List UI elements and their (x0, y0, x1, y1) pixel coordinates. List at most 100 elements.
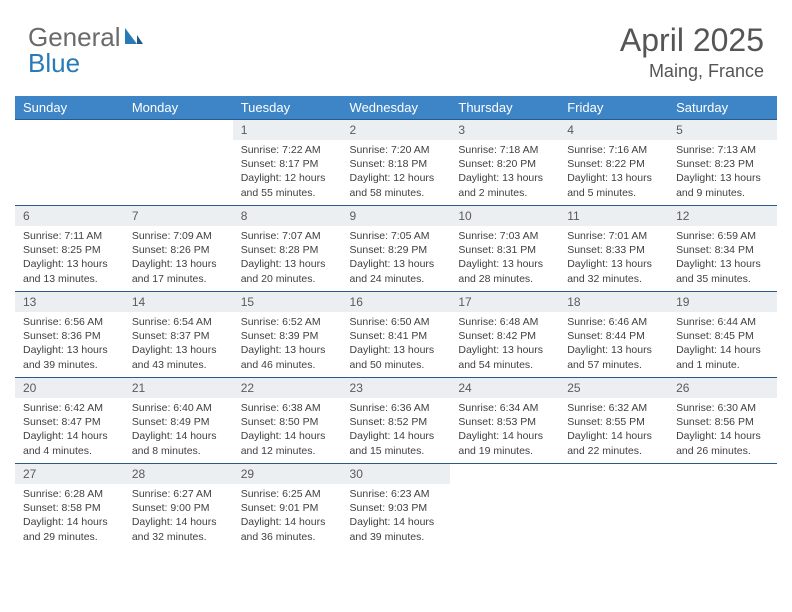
daylight-text: Daylight: 14 hours and 26 minutes. (676, 429, 769, 457)
day-number: 4 (559, 120, 668, 140)
day-details: Sunrise: 7:01 AMSunset: 8:33 PMDaylight:… (559, 226, 668, 291)
calendar-cell: 5Sunrise: 7:13 AMSunset: 8:23 PMDaylight… (668, 120, 777, 206)
day-number: 3 (450, 120, 559, 140)
brand-part2: Blue (28, 48, 80, 79)
day-details: Sunrise: 6:34 AMSunset: 8:53 PMDaylight:… (450, 398, 559, 463)
day-number: 30 (342, 464, 451, 484)
weekday-header: Sunday (15, 96, 124, 120)
day-number: 11 (559, 206, 668, 226)
sunrise-text: Sunrise: 6:59 AM (676, 229, 769, 243)
sunset-text: Sunset: 8:47 PM (23, 415, 116, 429)
day-number: 18 (559, 292, 668, 312)
daylight-text: Daylight: 12 hours and 58 minutes. (350, 171, 443, 199)
calendar-cell: 1Sunrise: 7:22 AMSunset: 8:17 PMDaylight… (233, 120, 342, 206)
calendar-cell: 11Sunrise: 7:01 AMSunset: 8:33 PMDayligh… (559, 206, 668, 292)
daylight-text: Daylight: 13 hours and 2 minutes. (458, 171, 551, 199)
calendar-cell: 6Sunrise: 7:11 AMSunset: 8:25 PMDaylight… (15, 206, 124, 292)
calendar-cell (559, 464, 668, 550)
weekday-header: Tuesday (233, 96, 342, 120)
weekday-header: Saturday (668, 96, 777, 120)
day-number: 26 (668, 378, 777, 398)
day-details: Sunrise: 6:27 AMSunset: 9:00 PMDaylight:… (124, 484, 233, 549)
daylight-text: Daylight: 13 hours and 57 minutes. (567, 343, 660, 371)
sunset-text: Sunset: 8:28 PM (241, 243, 334, 257)
calendar-cell: 24Sunrise: 6:34 AMSunset: 8:53 PMDayligh… (450, 378, 559, 464)
sunrise-text: Sunrise: 7:11 AM (23, 229, 116, 243)
daylight-text: Daylight: 13 hours and 24 minutes. (350, 257, 443, 285)
sunrise-text: Sunrise: 6:38 AM (241, 401, 334, 415)
calendar-cell: 2Sunrise: 7:20 AMSunset: 8:18 PMDaylight… (342, 120, 451, 206)
day-number: 14 (124, 292, 233, 312)
sunset-text: Sunset: 8:37 PM (132, 329, 225, 343)
sunset-text: Sunset: 8:49 PM (132, 415, 225, 429)
daylight-text: Daylight: 14 hours and 39 minutes. (350, 515, 443, 543)
day-details: Sunrise: 6:44 AMSunset: 8:45 PMDaylight:… (668, 312, 777, 377)
daylight-text: Daylight: 14 hours and 8 minutes. (132, 429, 225, 457)
day-number: 9 (342, 206, 451, 226)
sunset-text: Sunset: 8:53 PM (458, 415, 551, 429)
calendar-cell: 9 Sunrise: 7:05 AMSunset: 8:29 PMDaylight… (342, 206, 451, 292)
day-details: Sunrise: 7:22 AMSunset: 8:17 PMDaylight:… (233, 140, 342, 205)
day-number: 27 (15, 464, 124, 484)
calendar-cell: 27Sunrise: 6:28 AMSunset: 8:58 PMDayligh… (15, 464, 124, 550)
sunrise-text: Sunrise: 6:23 AM (350, 487, 443, 501)
day-details: Sunrise: 6:52 AMSunset: 8:39 PMDaylight:… (233, 312, 342, 377)
day-number: 13 (15, 292, 124, 312)
day-details: Sunrise: 6:46 AMSunset: 8:44 PMDaylight:… (559, 312, 668, 377)
sunset-text: Sunset: 8:29 PM (350, 243, 443, 257)
calendar-cell: 26Sunrise: 6:30 AMSunset: 8:56 PMDayligh… (668, 378, 777, 464)
day-number: 8 (233, 206, 342, 226)
daylight-text: Daylight: 14 hours and 29 minutes. (23, 515, 116, 543)
sunrise-text: Sunrise: 6:25 AM (241, 487, 334, 501)
sunset-text: Sunset: 8:20 PM (458, 157, 551, 171)
day-details: Sunrise: 7:18 AMSunset: 8:20 PMDaylight:… (450, 140, 559, 205)
sunset-text: Sunset: 8:55 PM (567, 415, 660, 429)
sunset-text: Sunset: 9:03 PM (350, 501, 443, 515)
day-number: 17 (450, 292, 559, 312)
day-details: Sunrise: 7:11 AMSunset: 8:25 PMDaylight:… (15, 226, 124, 291)
weekday-header-row: Sunday Monday Tuesday Wednesday Thursday… (15, 96, 777, 120)
day-details: Sunrise: 6:40 AMSunset: 8:49 PMDaylight:… (124, 398, 233, 463)
sunrise-text: Sunrise: 7:13 AM (676, 143, 769, 157)
sunrise-text: Sunrise: 7:05 AM (350, 229, 443, 243)
daylight-text: Daylight: 14 hours and 36 minutes. (241, 515, 334, 543)
sunset-text: Sunset: 8:58 PM (23, 501, 116, 515)
calendar-row: 1Sunrise: 7:22 AMSunset: 8:17 PMDaylight… (15, 120, 777, 206)
calendar-cell: 16Sunrise: 6:50 AMSunset: 8:41 PMDayligh… (342, 292, 451, 378)
sunrise-text: Sunrise: 6:54 AM (132, 315, 225, 329)
sunrise-text: Sunrise: 7:01 AM (567, 229, 660, 243)
day-number: 15 (233, 292, 342, 312)
sunset-text: Sunset: 8:18 PM (350, 157, 443, 171)
sunset-text: Sunset: 8:50 PM (241, 415, 334, 429)
calendar-row: 13Sunrise: 6:56 AMSunset: 8:36 PMDayligh… (15, 292, 777, 378)
calendar-table: Sunday Monday Tuesday Wednesday Thursday… (15, 96, 777, 550)
calendar-cell: 14Sunrise: 6:54 AMSunset: 8:37 PMDayligh… (124, 292, 233, 378)
sunrise-text: Sunrise: 7:07 AM (241, 229, 334, 243)
sunset-text: Sunset: 9:00 PM (132, 501, 225, 515)
daylight-text: Daylight: 13 hours and 39 minutes. (23, 343, 116, 371)
sunset-text: Sunset: 9:01 PM (241, 501, 334, 515)
day-number: 1 (233, 120, 342, 140)
day-details: Sunrise: 6:42 AMSunset: 8:47 PMDaylight:… (15, 398, 124, 463)
day-number: 22 (233, 378, 342, 398)
sunset-text: Sunset: 8:22 PM (567, 157, 660, 171)
calendar-cell: 12Sunrise: 6:59 AMSunset: 8:34 PMDayligh… (668, 206, 777, 292)
weekday-header: Monday (124, 96, 233, 120)
sail-icon (123, 22, 145, 53)
sunrise-text: Sunrise: 7:16 AM (567, 143, 660, 157)
sunset-text: Sunset: 8:56 PM (676, 415, 769, 429)
calendar-row: 20Sunrise: 6:42 AMSunset: 8:47 PMDayligh… (15, 378, 777, 464)
weekday-header: Wednesday (342, 96, 451, 120)
daylight-text: Daylight: 13 hours and 35 minutes. (676, 257, 769, 285)
header: General April 2025 Maing, France (0, 0, 792, 90)
calendar-cell: 20Sunrise: 6:42 AMSunset: 8:47 PMDayligh… (15, 378, 124, 464)
daylight-text: Daylight: 13 hours and 20 minutes. (241, 257, 334, 285)
daylight-text: Daylight: 13 hours and 50 minutes. (350, 343, 443, 371)
day-number: 19 (668, 292, 777, 312)
calendar-cell: 28Sunrise: 6:27 AMSunset: 9:00 PMDayligh… (124, 464, 233, 550)
calendar-cell: 10Sunrise: 7:03 AMSunset: 8:31 PMDayligh… (450, 206, 559, 292)
day-details: Sunrise: 7:07 AMSunset: 8:28 PMDaylight:… (233, 226, 342, 291)
calendar-cell: 29Sunrise: 6:25 AMSunset: 9:01 PMDayligh… (233, 464, 342, 550)
sunrise-text: Sunrise: 6:46 AM (567, 315, 660, 329)
daylight-text: Daylight: 13 hours and 54 minutes. (458, 343, 551, 371)
